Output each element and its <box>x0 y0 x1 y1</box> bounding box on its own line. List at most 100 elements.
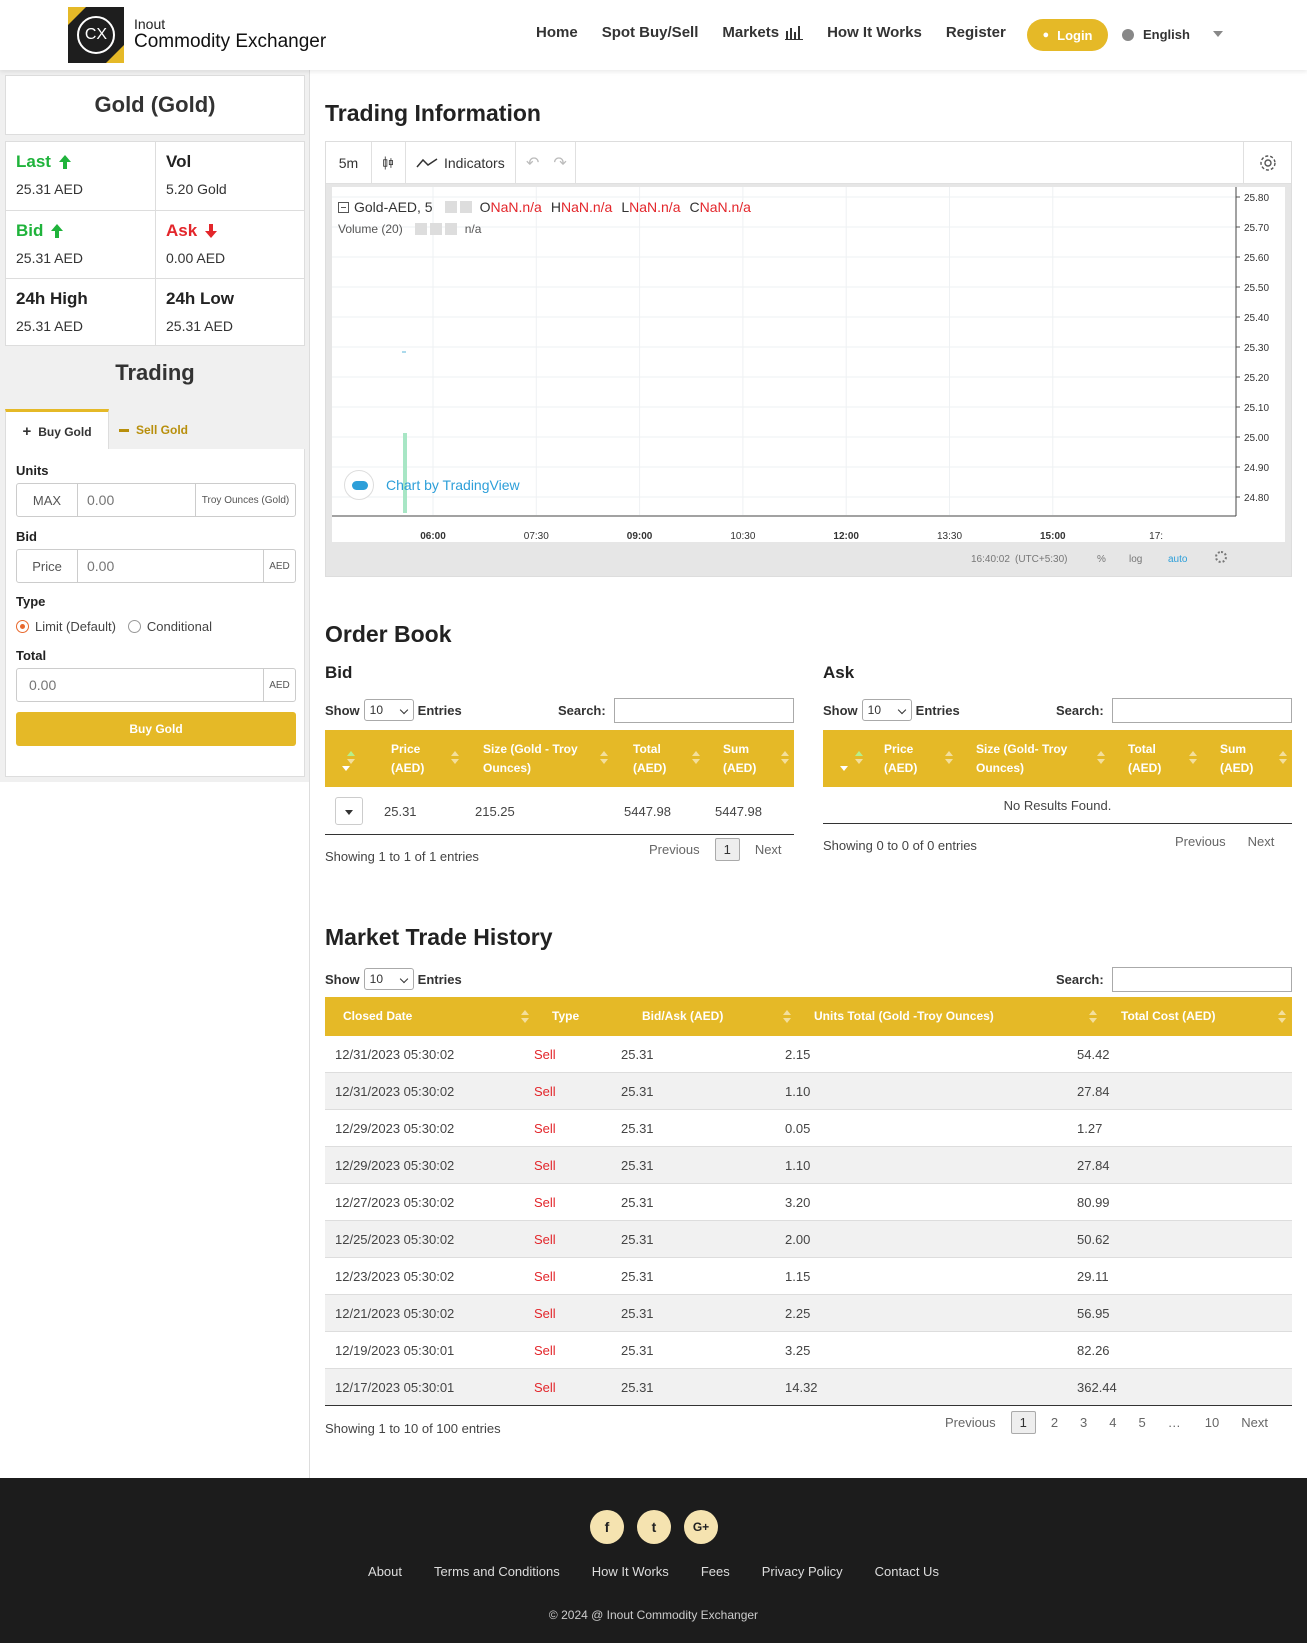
bid-entries-select[interactable]: 10 <box>363 699 414 721</box>
footer-link-contact[interactable]: Contact Us <box>874 1564 939 1579</box>
sort-icon <box>692 751 700 765</box>
ask-col-price[interactable]: Price (AED) <box>884 742 918 775</box>
candle-type-button[interactable] <box>372 142 406 183</box>
gear-small-icon[interactable] <box>459 201 472 213</box>
history-search-input[interactable] <box>1111 967 1292 992</box>
pagination-page-10[interactable]: 10 <box>1204 1415 1220 1430</box>
col-type[interactable]: Type <box>552 1009 580 1023</box>
pagination-next[interactable]: Next <box>1247 834 1275 849</box>
ask-entries-select[interactable]: 10 <box>861 699 912 721</box>
row-expand-button[interactable] <box>335 797 363 825</box>
footer-link-privacy[interactable]: Privacy Policy <box>761 1564 843 1579</box>
twitter-icon[interactable]: t <box>637 1510 671 1544</box>
tab-buy-gold[interactable]: + Buy Gold <box>5 409 109 451</box>
pagination-page-4[interactable]: 4 <box>1109 1415 1117 1430</box>
nav-how-it-works[interactable]: How It Works <box>827 24 922 41</box>
expand-all-icon[interactable] <box>840 766 848 771</box>
pagination-previous[interactable]: Previous <box>945 1415 996 1430</box>
nav-markets[interactable]: Markets <box>722 24 804 41</box>
col-closed-date[interactable]: Closed Date <box>343 1009 413 1023</box>
sort-asc-icon <box>855 751 863 756</box>
footer-link-about[interactable]: About <box>368 1564 403 1579</box>
expand-all-icon[interactable] <box>342 766 350 771</box>
collapse-icon[interactable] <box>338 201 349 213</box>
total-label: Total <box>16 648 47 663</box>
history-entries-select[interactable]: 10 <box>363 968 414 990</box>
close-icon[interactable] <box>444 223 457 235</box>
chart-settings-button[interactable] <box>1243 142 1291 183</box>
eye-icon[interactable] <box>414 223 427 235</box>
pagination-page-5[interactable]: 5 <box>1138 1415 1146 1430</box>
radio-limit[interactable] <box>16 620 29 633</box>
login-button[interactable]: ● Login <box>1027 19 1108 51</box>
units-total-cell: 2.00 <box>785 1232 811 1247</box>
bid-col-price[interactable]: Price (AED) <box>391 742 425 775</box>
facebook-icon[interactable]: f <box>590 1510 624 1544</box>
units-total-cell: 2.15 <box>785 1047 811 1062</box>
sort-icon <box>945 751 953 765</box>
radio-conditional[interactable] <box>127 620 141 633</box>
bid-col-total[interactable]: Total (AED) <box>633 742 667 775</box>
candlestick-icon <box>383 156 393 169</box>
units-input[interactable] <box>78 484 195 516</box>
ask-col-size[interactable]: Size (Gold- Troy Ounces) <box>976 742 1068 775</box>
bid-search-input[interactable] <box>613 698 794 723</box>
history-entries-label: Entries <box>417 971 462 987</box>
price-tick-label: 25.60 <box>1244 253 1269 264</box>
pagination-page-3[interactable]: 3 <box>1080 1415 1088 1430</box>
pagination-previous[interactable]: Previous <box>1175 834 1226 849</box>
legend-o-label: O <box>479 199 491 215</box>
tab-sell-gold[interactable]: Sell Gold <box>119 409 188 451</box>
bid-col-sum[interactable]: Sum (AED) <box>723 742 757 775</box>
language-selector[interactable]: English <box>1122 27 1190 42</box>
col-units-total[interactable]: Units Total (Gold -Troy Ounces) <box>814 1009 994 1023</box>
asset-title: Gold (Gold) <box>5 75 305 135</box>
col-bid-ask[interactable]: Bid/Ask (AED) <box>642 1009 724 1023</box>
max-button[interactable]: MAX <box>17 484 78 516</box>
undo-redo: ↶ ↷ <box>516 142 576 183</box>
nav-home[interactable]: Home <box>536 24 578 41</box>
gear-small-icon[interactable] <box>429 223 442 235</box>
bid-input[interactable] <box>78 550 263 582</box>
log-toggle[interactable]: log <box>1129 554 1143 565</box>
pagination-next[interactable]: Next <box>754 842 782 857</box>
nav-register[interactable]: Register <box>945 24 1006 41</box>
pagination-next[interactable]: Next <box>1241 1415 1268 1430</box>
pagination-page-1[interactable]: 1 <box>1010 1411 1036 1434</box>
caret-down-icon[interactable] <box>1213 31 1223 37</box>
pagination-page-2[interactable]: 2 <box>1050 1415 1059 1430</box>
gear-icon[interactable] <box>1215 551 1227 563</box>
bid-col-size[interactable]: Size (Gold - Troy Ounces) <box>483 742 578 775</box>
login-label: Login <box>1057 27 1093 43</box>
chart-area[interactable]: 25.80 25.70 25.60 25.50 25.40 25.30 25.20 25.10… <box>332 187 1285 542</box>
total-cost-cell: 50.62 <box>1077 1232 1110 1247</box>
ask-col-total[interactable]: Total (AED) <box>1128 742 1162 775</box>
footer-link-terms[interactable]: Terms and Conditions <box>434 1564 560 1579</box>
nav-spot-buy-sell[interactable]: Spot Buy/Sell <box>601 24 699 41</box>
closed-date-cell: 12/29/2023 05:30:02 <box>335 1121 455 1136</box>
ask-col-sum[interactable]: Sum (AED) <box>1220 742 1254 775</box>
indicators-button[interactable]: Indicators <box>406 142 516 183</box>
buy-gold-button[interactable]: Buy Gold <box>16 712 296 746</box>
google-plus-icon[interactable]: G+ <box>684 1510 718 1544</box>
bid-search-label: Search: <box>558 703 606 718</box>
bid-prefix: Price <box>17 550 78 582</box>
redo-icon[interactable]: ↷ <box>553 154 567 172</box>
total-cost-cell: 362.44 <box>1077 1380 1117 1395</box>
percent-toggle[interactable]: % <box>1097 554 1106 565</box>
eye-icon[interactable] <box>444 201 457 213</box>
pagination-previous[interactable]: Previous <box>649 842 700 857</box>
ask-search-label: Search: <box>1056 703 1104 718</box>
auto-toggle[interactable]: auto <box>1168 554 1188 565</box>
ask-search-input[interactable] <box>1111 698 1292 723</box>
interval-button[interactable]: 5m <box>326 142 372 183</box>
brand-logo[interactable]: CX Inout Commodity Exchanger <box>68 7 326 63</box>
col-total-cost[interactable]: Total Cost (AED) <box>1121 1009 1216 1023</box>
footer-link-fees[interactable]: Fees <box>700 1564 730 1579</box>
undo-icon[interactable]: ↶ <box>526 154 540 172</box>
total-input[interactable] <box>17 669 263 701</box>
pagination-page[interactable]: 1 <box>714 838 740 861</box>
footer-link-how-it-works[interactable]: How It Works <box>591 1564 669 1579</box>
chart-status-bar: 16:40:02 (UTC+5:30) % log auto <box>326 542 1291 576</box>
tradingview-attribution[interactable]: Chart by TradingView <box>344 470 520 500</box>
